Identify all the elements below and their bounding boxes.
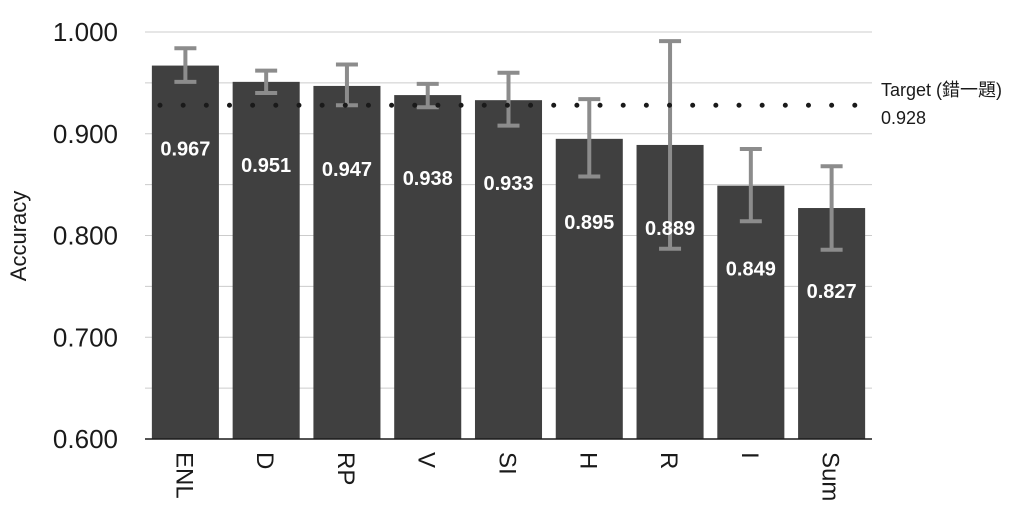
- value-label: 0.967: [160, 139, 210, 161]
- y-axis: 0.600 0.700 0.800 0.900 1.000: [53, 17, 872, 454]
- error-bar: [739, 147, 762, 224]
- x-tick-label: I: [736, 452, 763, 459]
- error-bar: [174, 46, 197, 84]
- error-bar: [578, 97, 601, 179]
- value-label: 0.889: [645, 218, 695, 240]
- x-tick-label: RP: [332, 452, 359, 485]
- x-tick-label: D: [251, 452, 278, 469]
- value-label: 0.933: [483, 173, 533, 195]
- bar-v: [394, 95, 462, 440]
- x-tick-label: H: [574, 452, 601, 469]
- x-tick-label: Sum: [817, 452, 844, 501]
- y-axis-label: Accuracy: [6, 191, 31, 281]
- x-tick-label: R: [655, 452, 682, 469]
- bar-i: [717, 185, 785, 439]
- bar-h: [555, 138, 623, 439]
- target-value-label: 0.928: [881, 108, 926, 128]
- value-label: 0.849: [726, 259, 776, 281]
- x-tick-label: V: [413, 452, 440, 468]
- error-bars-group: [174, 39, 843, 252]
- value-label: 0.938: [403, 168, 453, 190]
- value-label: 0.951: [241, 155, 291, 177]
- bar-d: [232, 81, 300, 440]
- error-bar: [255, 68, 278, 96]
- bar-enl: [151, 65, 219, 439]
- x-axis: ENL D RP V SI H R I Sum: [170, 452, 843, 501]
- bars-group: [151, 65, 866, 440]
- value-label: 0.895: [564, 212, 614, 234]
- error-bar: [497, 70, 520, 128]
- y-tick-label: 0.600: [53, 424, 118, 454]
- y-tick-label: 0.800: [53, 221, 118, 251]
- y-tick-label: 1.000: [53, 17, 118, 47]
- x-tick-label: SI: [494, 452, 521, 475]
- x-tick-label: ENL: [170, 452, 197, 499]
- value-labels-group: 0.967 0.951 0.947 0.938 0.933 0.895 0.889 0.849…: [160, 139, 856, 303]
- bar-rp: [313, 85, 381, 440]
- error-bar: [659, 39, 682, 251]
- value-label: 0.947: [322, 159, 372, 181]
- bar-si: [474, 100, 543, 440]
- target-label: Target (錯一題): [881, 80, 1002, 100]
- y-tick-label: 0.700: [53, 322, 118, 352]
- y-tick-label: 0.900: [53, 119, 118, 149]
- error-bar: [820, 164, 843, 252]
- error-bar: [416, 81, 439, 110]
- value-label: 0.827: [807, 281, 857, 303]
